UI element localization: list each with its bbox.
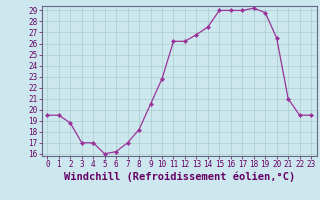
X-axis label: Windchill (Refroidissement éolien,°C): Windchill (Refroidissement éolien,°C) bbox=[64, 172, 295, 182]
